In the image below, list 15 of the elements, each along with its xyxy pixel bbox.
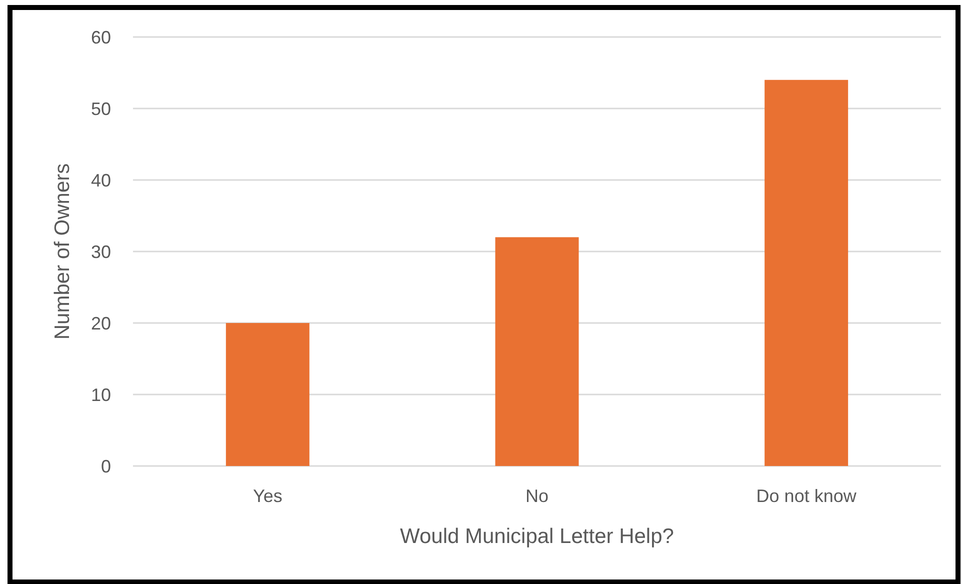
y-tick-label: 10 <box>90 384 111 405</box>
y-tick-label: 50 <box>90 98 111 119</box>
bar <box>764 80 848 466</box>
bar <box>226 323 310 466</box>
y-tick-label: 20 <box>90 313 111 334</box>
bar <box>495 237 579 466</box>
y-axis-title: Number of Owners <box>51 163 74 340</box>
x-tick-label: No <box>525 486 549 506</box>
y-tick-label: 40 <box>90 170 111 190</box>
y-tick-label: 60 <box>90 27 111 48</box>
x-tick-label: Do not know <box>756 486 858 506</box>
x-axis-title: Would Municipal Letter Help? <box>400 525 674 548</box>
x-tick-label: Yes <box>252 486 282 506</box>
y-tick-label: 30 <box>90 242 111 262</box>
y-tick-label: 0 <box>100 456 111 476</box>
